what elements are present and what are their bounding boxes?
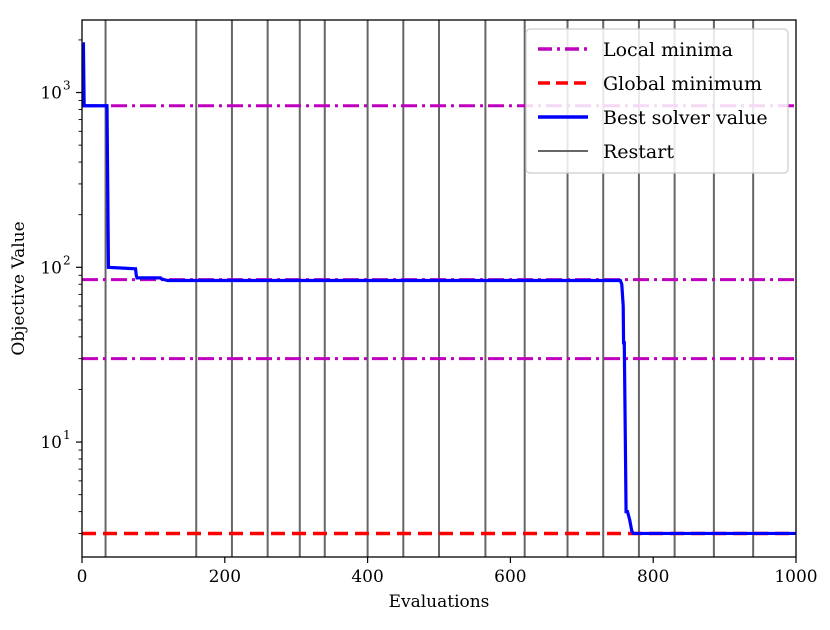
y-tick-label: 10 — [40, 258, 62, 278]
x-tick-label: 800 — [637, 567, 669, 587]
x-axis-label: Evaluations — [389, 592, 490, 612]
x-tick-label: 400 — [351, 567, 383, 587]
y-axis-label: Objective Value — [9, 221, 29, 355]
y-tick-exponent: 3 — [63, 79, 71, 93]
legend-box — [525, 28, 789, 174]
x-tick-label: 0 — [77, 567, 88, 587]
y-tick-exponent: 2 — [63, 253, 71, 267]
legend-label-best-solver: Best solver value — [603, 107, 768, 129]
y-tick-label: 10 — [40, 84, 62, 104]
best-solver-line — [82, 42, 796, 536]
legend-label-local-minima: Local minima — [603, 39, 733, 61]
y-tick-exponent: 1 — [63, 428, 71, 442]
plot-frame — [81, 19, 797, 558]
x-tick-label: 600 — [494, 567, 526, 587]
y-tick-label: 10 — [40, 433, 62, 453]
x-tick-label: 200 — [209, 567, 241, 587]
x-tick-label: 1000 — [774, 567, 817, 587]
legend-label-global-minimum: Global minimum — [603, 73, 762, 95]
legend: Local minima Global minimum Best solver va… — [525, 28, 789, 174]
legend-label-restarts: Restart — [603, 141, 674, 163]
